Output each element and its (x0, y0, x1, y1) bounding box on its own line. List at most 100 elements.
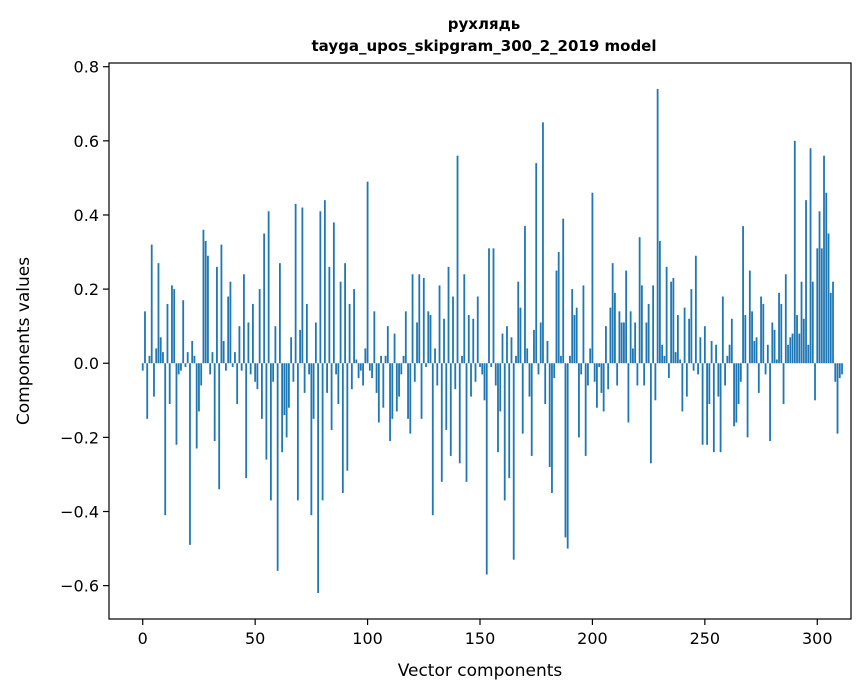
bar-197 (584, 363, 587, 456)
bar-198 (587, 363, 589, 386)
bar-226 (649, 363, 652, 464)
bar-258 (721, 296, 724, 364)
bar-94 (353, 289, 355, 364)
bar-299 (814, 363, 816, 401)
bar-148 (474, 363, 477, 382)
bar-38 (227, 296, 230, 364)
bar-23 (193, 355, 196, 364)
bar-286 (784, 274, 787, 364)
bar-128 (429, 315, 432, 364)
bar-137 (449, 363, 452, 456)
bar-300 (816, 248, 819, 364)
bar-282 (775, 359, 778, 364)
bar-87 (337, 363, 340, 405)
bar-205 (602, 363, 605, 412)
x-tick-label-6: 300 (802, 629, 833, 648)
bar-236 (672, 277, 675, 364)
bar-309 (836, 363, 839, 434)
bar-216 (627, 363, 630, 423)
bar-157 (494, 363, 497, 386)
bar-265 (737, 363, 740, 405)
bar-123 (418, 274, 421, 364)
bar-51 (256, 363, 259, 390)
bar-45 (243, 274, 245, 364)
bar-271 (751, 311, 753, 364)
bar-242 (685, 363, 688, 397)
bar-209 (611, 263, 614, 364)
y-tick-label-0: −0.6 (60, 577, 99, 596)
bar-185 (557, 252, 560, 364)
y-tick-label-1: −0.4 (60, 503, 99, 522)
bar-105 (377, 363, 380, 423)
x-tick-label-4: 200 (577, 629, 608, 648)
bar-175 (535, 163, 538, 364)
bar-31 (211, 352, 214, 364)
x-tick-label-2: 100 (352, 629, 383, 648)
bar-40 (231, 363, 234, 367)
bar-14 (173, 289, 176, 364)
bar-72 (303, 363, 306, 393)
bar-116 (402, 355, 405, 364)
bar-43 (238, 326, 241, 364)
bar-81 (323, 200, 326, 364)
bar-3 (148, 355, 151, 364)
bar-199 (589, 348, 592, 364)
bar-35 (220, 244, 223, 364)
bar-214 (623, 322, 625, 364)
bar-206 (605, 326, 607, 364)
bar-113 (395, 363, 398, 412)
bar-142 (461, 355, 463, 364)
bar-245 (692, 363, 695, 371)
y-tick-label-4: 0.2 (74, 280, 99, 299)
bar-311 (841, 363, 843, 375)
bar-280 (771, 322, 774, 364)
bar-84 (330, 363, 333, 430)
bar-218 (632, 348, 634, 364)
bar-48 (249, 363, 252, 375)
y-tick-label-7: 0.8 (74, 58, 99, 77)
bar-36 (222, 341, 225, 364)
bar-64 (285, 363, 288, 438)
x-tick-label-3: 150 (465, 629, 496, 648)
bar-177 (539, 322, 542, 364)
bar-179 (544, 363, 547, 405)
bar-241 (683, 307, 686, 364)
y-axis-label: Components values (14, 257, 34, 425)
bar-288 (789, 337, 792, 364)
bar-227 (652, 285, 655, 364)
bar-91 (346, 363, 349, 471)
bar-264 (735, 363, 738, 423)
bar-201 (593, 363, 596, 382)
bar-112 (393, 333, 396, 364)
bar-170 (524, 226, 526, 364)
bar-152 (483, 363, 486, 401)
bar-108 (384, 355, 387, 364)
bar-229 (656, 88, 659, 364)
bar-195 (580, 363, 583, 375)
y-tick-label-2: −0.2 (60, 428, 99, 447)
bar-66 (290, 337, 293, 364)
bar-147 (472, 318, 475, 364)
bar-32 (213, 363, 216, 442)
bar-145 (467, 315, 470, 364)
bar-203 (598, 363, 601, 367)
bar-130 (434, 348, 436, 364)
bar-293 (800, 281, 803, 364)
bar-37 (225, 363, 227, 371)
bar-189 (566, 363, 569, 549)
bar-165 (512, 363, 515, 560)
bar-181 (548, 363, 551, 468)
bar-104 (375, 363, 378, 393)
bar-139 (454, 363, 457, 390)
y-tick-label-3: 0.0 (74, 354, 99, 373)
bar-232 (663, 355, 666, 364)
bar-249 (701, 363, 704, 445)
bar-61 (278, 263, 281, 364)
bar-244 (690, 289, 693, 364)
bar-237 (674, 352, 677, 364)
bar-235 (670, 281, 673, 364)
bar-138 (452, 296, 454, 364)
bar-188 (564, 363, 567, 538)
bar-217 (629, 311, 632, 364)
